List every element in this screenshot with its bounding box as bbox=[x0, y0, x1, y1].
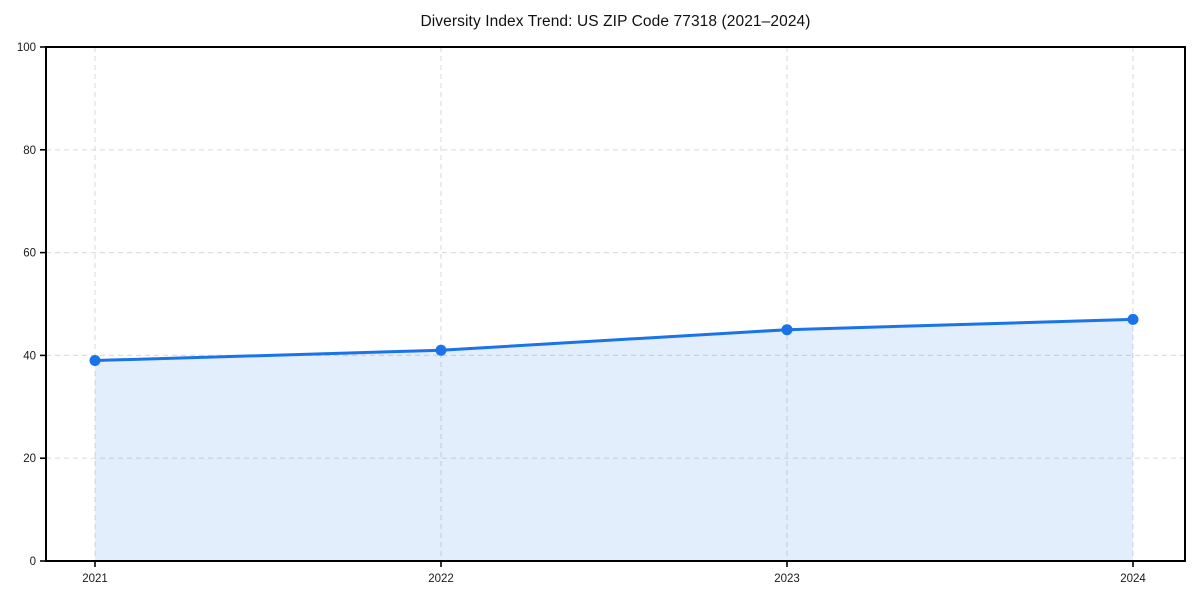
y-tick-label: 20 bbox=[23, 453, 36, 465]
x-tick-label: 2024 bbox=[1120, 573, 1146, 585]
y-tick-label: 100 bbox=[17, 42, 36, 54]
y-tick-label: 0 bbox=[30, 556, 36, 568]
axis-frame bbox=[45, 46, 1186, 562]
chart-title: Diversity Index Trend: US ZIP Code 77318… bbox=[420, 13, 811, 30]
data-point-2024 bbox=[1127, 313, 1139, 325]
y-tick-label: 60 bbox=[23, 248, 36, 260]
x-tick-label: 2022 bbox=[428, 573, 454, 585]
x-tick-label: 2023 bbox=[774, 573, 800, 585]
y-tick-label: 40 bbox=[23, 350, 36, 362]
x-tick-label: 2021 bbox=[82, 573, 108, 585]
y-tick-label: 80 bbox=[23, 145, 36, 157]
data-point-2021 bbox=[89, 355, 101, 367]
area-fill bbox=[95, 319, 1133, 561]
trend-line bbox=[93, 317, 1135, 363]
data-point-2022 bbox=[435, 344, 447, 356]
data-point-2023 bbox=[781, 324, 793, 336]
